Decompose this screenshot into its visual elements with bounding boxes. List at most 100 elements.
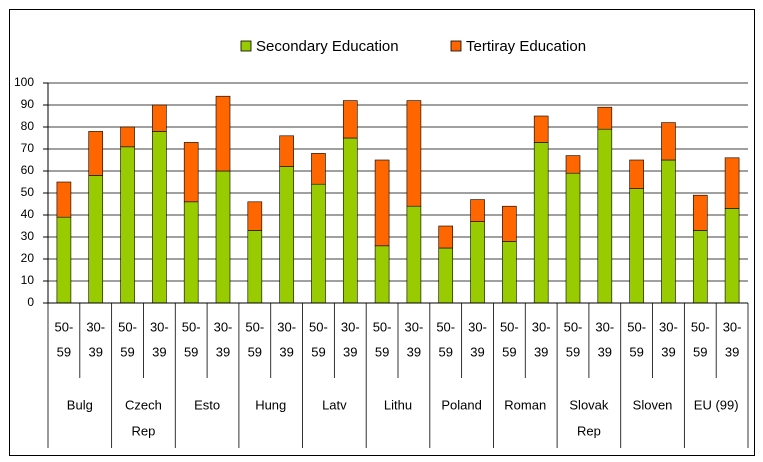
bar-segment bbox=[533, 142, 549, 304]
bar-segment bbox=[88, 131, 104, 176]
bar-segment bbox=[279, 135, 294, 167]
x-tick-label: 30- bbox=[468, 319, 487, 334]
x-tick-label: 50- bbox=[691, 319, 710, 334]
x-tick-label: 39 bbox=[534, 344, 548, 359]
x-tick-label: 59 bbox=[502, 344, 516, 359]
legend-label: Tertiray Education bbox=[466, 38, 586, 55]
x-tick-label: 30- bbox=[341, 319, 360, 334]
y-tick-label: 70 bbox=[21, 141, 35, 155]
y-tick-label: 10 bbox=[21, 273, 35, 287]
bar-segment bbox=[311, 153, 326, 185]
bar-segment bbox=[120, 126, 135, 148]
group-label: Roman bbox=[504, 397, 546, 412]
bar-segment bbox=[724, 208, 740, 304]
bar-segment bbox=[120, 146, 135, 304]
bar-segment bbox=[438, 225, 454, 249]
group-label: Hung bbox=[255, 397, 286, 412]
x-tick-label: 39 bbox=[661, 344, 675, 359]
bar-segment bbox=[438, 247, 454, 304]
bar-segment bbox=[470, 199, 485, 222]
x-tick-label: 50- bbox=[627, 319, 646, 334]
x-tick-label: 39 bbox=[407, 344, 421, 359]
bar-segment bbox=[661, 159, 676, 304]
x-tick-label: 50- bbox=[55, 319, 74, 334]
x-tick-label: 30- bbox=[405, 319, 424, 334]
y-tick-label: 50 bbox=[21, 185, 35, 199]
x-tick-label: 39 bbox=[152, 344, 166, 359]
x-tick-label: 30- bbox=[595, 319, 614, 334]
bar-segment bbox=[56, 181, 72, 218]
bar-segment bbox=[406, 100, 422, 207]
x-tick-label: 59 bbox=[438, 344, 452, 359]
bar-segment bbox=[406, 205, 422, 304]
group-label: Rep bbox=[577, 423, 601, 438]
x-tick-label: 59 bbox=[57, 344, 71, 359]
bar-segment bbox=[247, 230, 263, 304]
bar-segment bbox=[152, 131, 167, 304]
bar-segment bbox=[502, 241, 517, 304]
group-label: Lithu bbox=[384, 397, 412, 412]
bar-segment bbox=[215, 170, 231, 304]
x-tick-label: 39 bbox=[343, 344, 357, 359]
bar-segment bbox=[374, 245, 390, 304]
x-tick-label: 50- bbox=[118, 319, 137, 334]
x-tick-label: 50- bbox=[564, 319, 583, 334]
bar-segment bbox=[502, 205, 517, 242]
x-tick-label: 50- bbox=[245, 319, 264, 334]
x-tick-label: 50- bbox=[500, 319, 519, 334]
bar-segment bbox=[247, 201, 263, 231]
group-label: Esto bbox=[194, 397, 220, 412]
group-label: Slovak bbox=[569, 397, 609, 412]
group-label: Czech bbox=[125, 397, 162, 412]
bar-segment bbox=[88, 175, 104, 304]
x-tick-label: 30- bbox=[659, 319, 678, 334]
y-tick-label: 100 bbox=[14, 75, 34, 89]
x-tick-label: 30- bbox=[532, 319, 551, 334]
bar-segment bbox=[470, 221, 485, 304]
x-tick-label: 30- bbox=[214, 319, 233, 334]
x-tick-label: 50- bbox=[373, 319, 392, 334]
bar-segment bbox=[342, 100, 358, 139]
bar-segment bbox=[215, 95, 231, 172]
bar-segment bbox=[533, 115, 549, 143]
y-tick-label: 90 bbox=[21, 97, 35, 111]
legend-label: Secondary Education bbox=[256, 38, 399, 55]
x-tick-label: 39 bbox=[470, 344, 484, 359]
legend-swatch bbox=[450, 40, 462, 52]
group-label: Bulg bbox=[67, 397, 93, 412]
x-tick-label: 30- bbox=[723, 319, 742, 334]
bar-segment bbox=[565, 155, 581, 174]
bar-segment bbox=[183, 201, 199, 304]
x-tick-label: 59 bbox=[311, 344, 325, 359]
bar-segment bbox=[597, 128, 613, 304]
x-tick-label: 50- bbox=[436, 319, 455, 334]
x-tick-label: 59 bbox=[629, 344, 643, 359]
group-label: EU (99) bbox=[694, 397, 739, 412]
bar-segment bbox=[629, 159, 644, 189]
x-tick-label: 39 bbox=[88, 344, 102, 359]
x-tick-label: 59 bbox=[120, 344, 134, 359]
bar-segment bbox=[152, 104, 167, 132]
x-tick-label: 59 bbox=[566, 344, 580, 359]
x-tick-label: 39 bbox=[725, 344, 739, 359]
bar-segment bbox=[629, 188, 644, 304]
x-tick-label: 30- bbox=[86, 319, 105, 334]
x-tick-label: 59 bbox=[184, 344, 198, 359]
bar-segment bbox=[342, 137, 358, 304]
x-tick-label: 39 bbox=[279, 344, 293, 359]
x-tick-label: 39 bbox=[216, 344, 230, 359]
x-tick-label: 59 bbox=[248, 344, 262, 359]
bar-segment bbox=[311, 183, 326, 304]
group-label: Latv bbox=[322, 397, 347, 412]
bar-segment bbox=[565, 172, 581, 304]
x-tick-label: 50- bbox=[309, 319, 328, 334]
x-tick-label: 59 bbox=[693, 344, 707, 359]
bar-segment bbox=[56, 216, 72, 304]
bar-segment bbox=[597, 106, 613, 130]
y-tick-label: 60 bbox=[21, 163, 35, 177]
group-label: Sloven bbox=[633, 397, 673, 412]
x-tick-label: 39 bbox=[598, 344, 612, 359]
group-label: Poland bbox=[441, 397, 481, 412]
x-tick-label: 50- bbox=[182, 319, 201, 334]
